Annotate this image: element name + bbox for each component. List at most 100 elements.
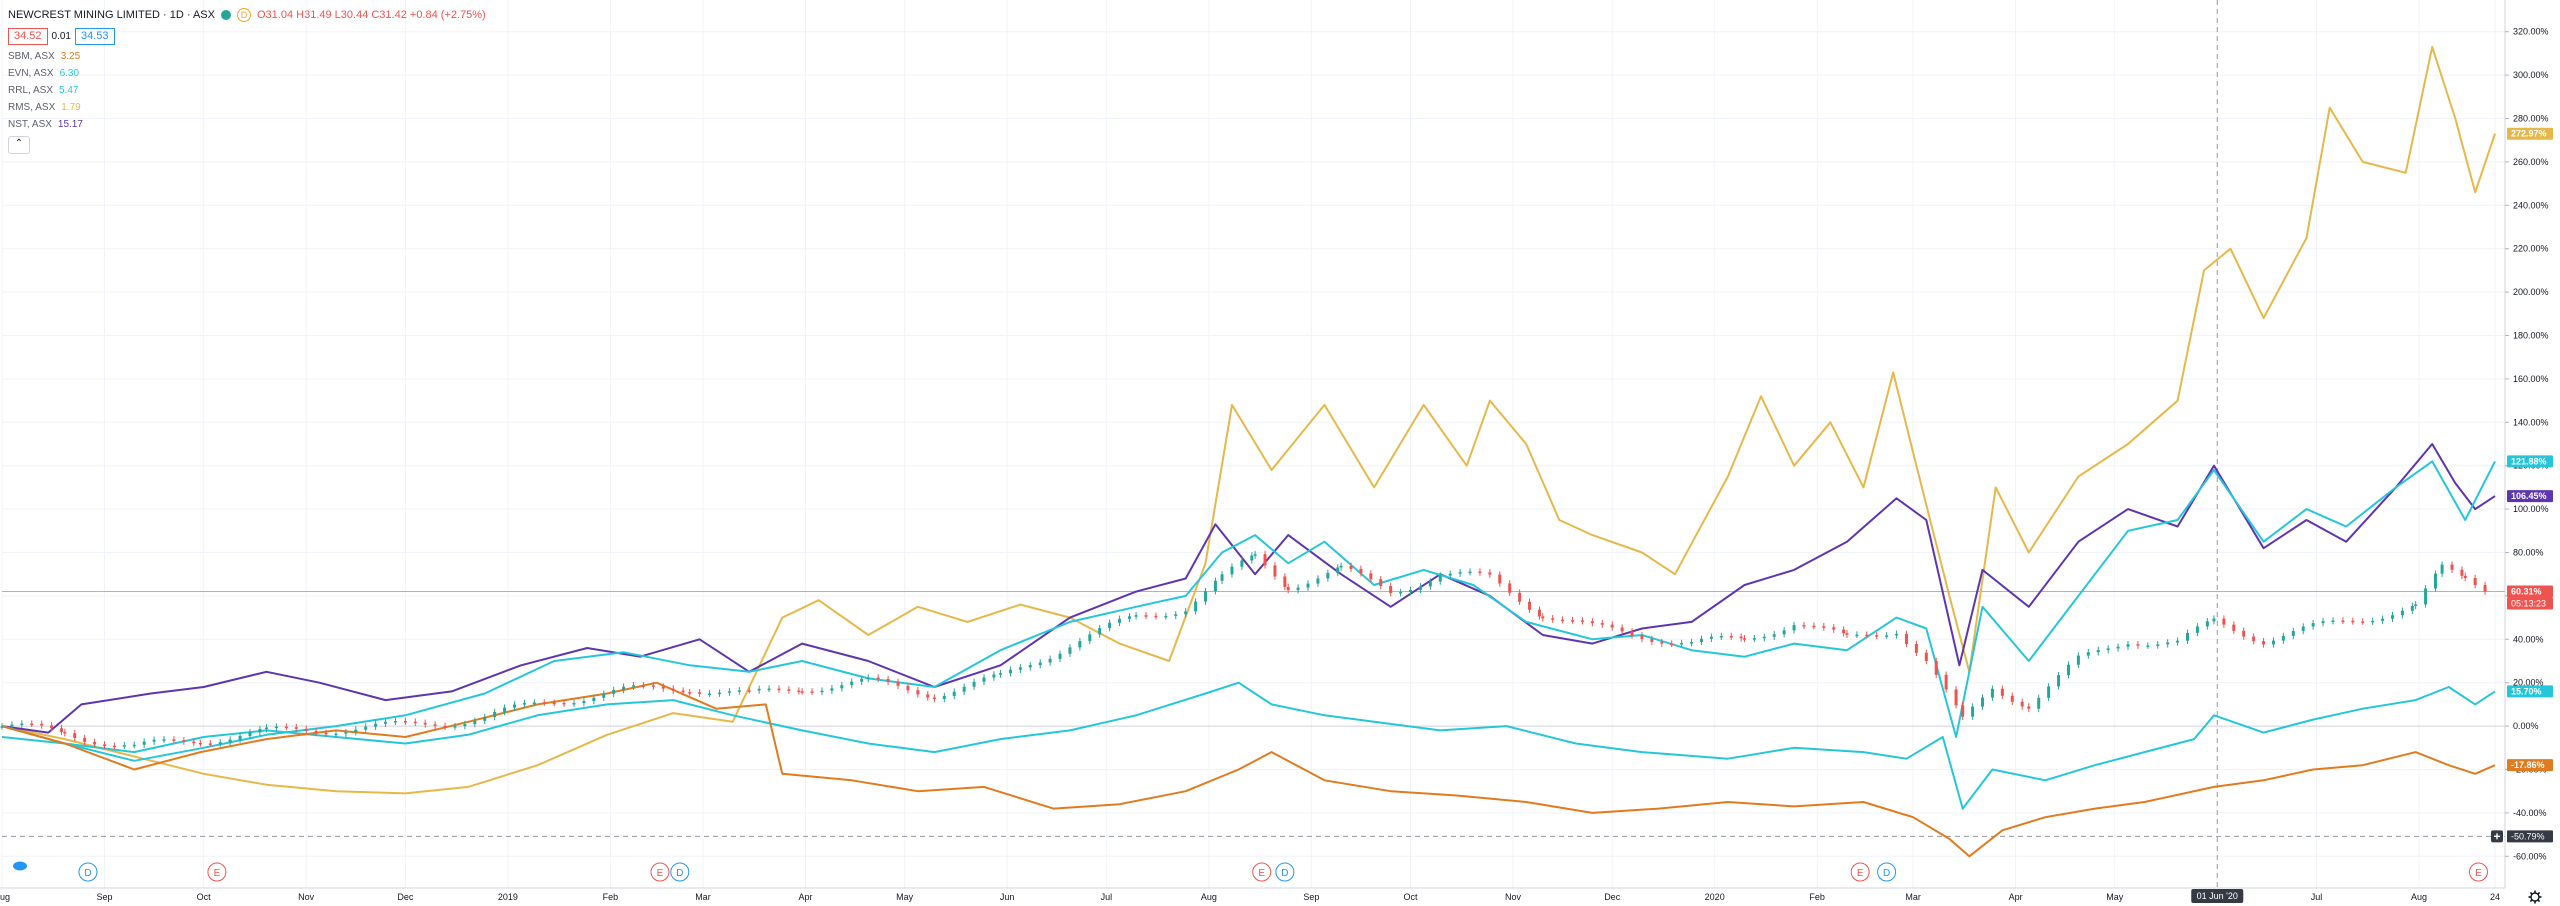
earnings-marker[interactable]: E (1850, 862, 1870, 882)
candle-body (522, 702, 526, 705)
candle-body (698, 692, 702, 694)
y-axis[interactable]: -60.00%-40.00%-20.00%0.00%20.00%40.00%60… (2504, 0, 2560, 906)
candle-body (1772, 634, 1776, 637)
comparison-legend-item[interactable]: RMS, ASX 1.79 (8, 103, 486, 113)
candle-body (2311, 623, 2315, 627)
candle-body (1832, 627, 1836, 630)
x-axis[interactable]: Aug Sep Oct Nov Dec 2019 Feb Mar Apr May Jun Jul Aug… (0, 861, 2560, 906)
candle-body (952, 691, 956, 696)
dividend-marker[interactable]: D (1275, 862, 1295, 882)
candle-body (1220, 574, 1224, 581)
buy-button[interactable]: 34.53 (75, 28, 115, 45)
candle-body (265, 727, 269, 730)
sell-button[interactable]: 34.52 (8, 28, 48, 45)
event-marker-circle (670, 862, 690, 882)
time-tick-label: Jul (2311, 892, 2323, 902)
candle-body (671, 688, 675, 691)
earnings-marker[interactable]: E (650, 862, 670, 882)
candle-body (73, 733, 77, 738)
series-line-sbm (1, 681, 2496, 858)
candle-body (1895, 633, 1899, 636)
price-tick-label: 0.00% (2513, 721, 2539, 731)
dividend-marker[interactable]: D (78, 862, 98, 882)
event-marker-circle (1252, 862, 1272, 882)
candle-body (926, 694, 930, 698)
time-tick-label: Feb (1809, 892, 1825, 902)
candle-body (2000, 688, 2004, 696)
candle-body (2126, 644, 2130, 647)
candle-body (384, 721, 388, 724)
time-scale-background (0, 888, 2560, 906)
event-marker-circle (2468, 862, 2488, 882)
candle-body (1428, 581, 1432, 587)
chart-legend: NEWCREST MINING LIMITED · 1D · ASX D O31… (8, 8, 486, 154)
candle-body (2037, 697, 2041, 709)
candle-body (896, 681, 900, 686)
candle-body (1934, 660, 1938, 675)
candle-body (2242, 630, 2246, 637)
dividend-marker[interactable]: D (670, 862, 690, 882)
candle-body (2096, 650, 2100, 653)
candle-body (512, 704, 516, 708)
comparison-legend-item[interactable]: RRL, ASX 5.47 (8, 86, 486, 96)
candle-body (681, 690, 685, 693)
candle-body (1961, 705, 1965, 717)
candle-body (1518, 592, 1522, 602)
candle-body (102, 744, 106, 747)
earnings-marker[interactable]: E (1252, 862, 1272, 882)
candle-body (2460, 569, 2464, 576)
comparison-value: 3.25 (60, 51, 81, 62)
candle-body (2291, 630, 2295, 636)
time-tick-label: 24 (2490, 892, 2500, 902)
symbol-name[interactable]: NEWCREST MINING LIMITED · 1D · ASX (8, 8, 215, 21)
event-marker-label: D (1883, 868, 1890, 879)
earnings-marker[interactable]: E (207, 862, 227, 882)
zero-line (2, 0, 2505, 888)
data-delay-icon[interactable]: D (237, 8, 251, 22)
candle-body (493, 711, 497, 718)
candle-body (473, 720, 477, 725)
candle-body (850, 681, 854, 686)
candle-body (443, 725, 447, 728)
time-tick-label: Sep (1303, 892, 1319, 902)
comparison-legend-item[interactable]: NST, ASX 15.17 (8, 120, 486, 130)
chevron-up-icon[interactable]: ⌃ (8, 136, 30, 154)
candle-body (1098, 628, 1102, 635)
time-tick-label: Nov (1505, 892, 1522, 902)
price-tick-label: 40.00% (2513, 634, 2544, 644)
candle-body (503, 707, 507, 712)
cloud-icon[interactable] (13, 861, 27, 871)
comparison-legend-item[interactable]: EVN, ASX 6.30 (8, 69, 486, 79)
dividend-marker[interactable]: D (1877, 862, 1897, 882)
candle-body (1478, 571, 1482, 574)
candle-body (1508, 583, 1512, 593)
plus-icon[interactable] (2491, 830, 2503, 843)
time-tick-label: Mar (695, 892, 711, 902)
time-tick-label: Oct (197, 892, 212, 902)
last-value-tag-box (2507, 127, 2553, 140)
gear-icon[interactable] (2528, 890, 2542, 904)
event-marker-label: E (1857, 868, 1864, 879)
ohlc-values: O31.04 H31.49 L30.44 C31.42 +0.84 (+2.75… (257, 8, 486, 21)
comparison-symbol: EVN, ASX (8, 68, 54, 79)
price-tick-label: 300.00% (2513, 70, 2549, 80)
candle-body (93, 741, 97, 745)
comparison-legend-item[interactable]: SBM, ASX 3.25 (8, 52, 486, 62)
candle-body (797, 690, 801, 693)
candle-body (2066, 664, 2070, 676)
candle-body (1018, 667, 1022, 670)
series-layer (0, 45, 2496, 858)
price-tick-label: 320.00% (2513, 27, 2549, 37)
candle-body (1438, 575, 1442, 582)
candle-body (2020, 701, 2024, 707)
candle-body (717, 692, 721, 695)
candle-body (1885, 635, 1889, 637)
candle-body (1108, 622, 1112, 629)
candle-body (1008, 669, 1012, 674)
earnings-marker[interactable]: E (2468, 862, 2488, 882)
event-marker-circle (1275, 862, 1295, 882)
candle-body (2212, 618, 2216, 622)
candle-body (1680, 643, 1684, 645)
